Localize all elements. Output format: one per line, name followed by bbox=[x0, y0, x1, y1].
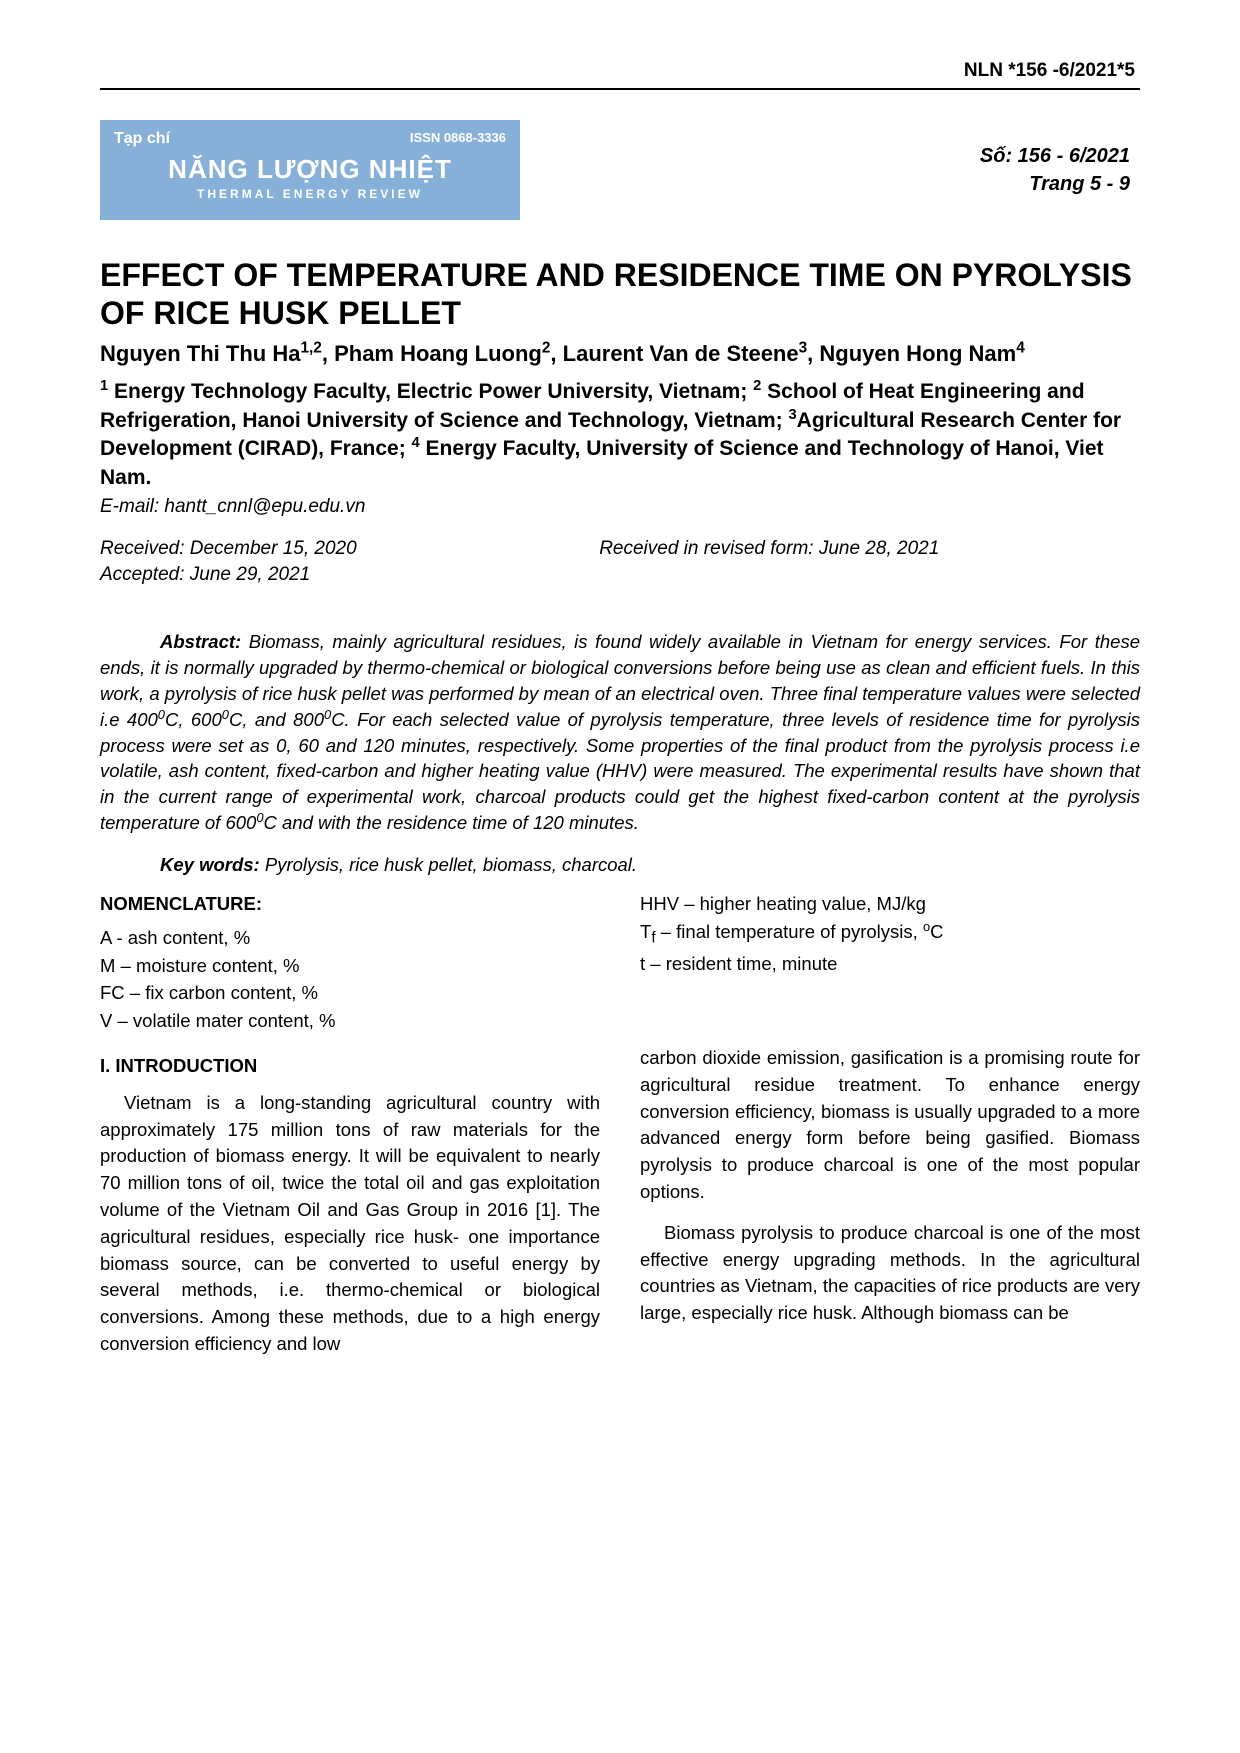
keywords-block: Key words: Pyrolysis, rice husk pellet, … bbox=[100, 854, 1140, 876]
journal-banner: Tạp chí ISSN 0868-3336 NĂNG LƯỢNG NHIỆT … bbox=[100, 120, 520, 220]
abstract-label: Abstract: bbox=[160, 631, 241, 652]
nomenclature-title: NOMENCLATURE: bbox=[100, 890, 600, 918]
journal-main-title: NĂNG LƯỢNG NHIỆT bbox=[114, 154, 506, 185]
issue-pages: Trang 5 - 9 bbox=[550, 170, 1130, 198]
intro-left-col: I. INTRODUCTION Vietnam is a long-standi… bbox=[100, 1045, 600, 1372]
keywords-label: Key words: bbox=[160, 854, 260, 875]
issue-info: Số: 156 - 6/2021 Trang 5 - 9 bbox=[550, 142, 1140, 198]
date-accepted: Accepted: June 29, 2021 bbox=[100, 562, 1140, 589]
intro-para: Vietnam is a long-standing agricultural … bbox=[100, 1090, 600, 1358]
date-received: Received: December 15, 2020 bbox=[100, 536, 599, 563]
keywords-text: Pyrolysis, rice husk pellet, biomass, ch… bbox=[260, 854, 637, 875]
nomen-item: FC – fix carbon content, % bbox=[100, 979, 600, 1007]
nomenclature-block: NOMENCLATURE: A - ash content, % M – moi… bbox=[100, 890, 1140, 1035]
introduction-block: I. INTRODUCTION Vietnam is a long-standi… bbox=[100, 1045, 1140, 1372]
nomen-item: Tf – final temperature of pyrolysis, oC bbox=[640, 918, 1140, 950]
paper-title: EFFECT OF TEMPERATURE AND RESIDENCE TIME… bbox=[100, 256, 1140, 333]
paper-affiliations: 1 Energy Technology Faculty, Electric Po… bbox=[100, 378, 1140, 491]
intro-para: Biomass pyrolysis to produce charcoal is… bbox=[640, 1220, 1140, 1327]
nomen-item: V – volatile mater content, % bbox=[100, 1007, 600, 1035]
nomen-item: t – resident time, minute bbox=[640, 950, 1140, 978]
publication-code-text: NLN *156 -6/2021*5 bbox=[964, 60, 1135, 81]
paper-email: E-mail: hantt_cnnl@epu.edu.vn bbox=[100, 496, 1140, 518]
nomenclature-left: NOMENCLATURE: A - ash content, % M – moi… bbox=[100, 890, 600, 1035]
date-revised: Received in revised form: June 28, 2021 bbox=[599, 536, 1140, 563]
paper-dates: Received: December 15, 2020 Received in … bbox=[100, 536, 1140, 589]
intro-right-col: carbon dioxide emission, gasification is… bbox=[640, 1045, 1140, 1372]
issue-number: Số: 156 - 6/2021 bbox=[550, 142, 1130, 170]
journal-issn: ISSN 0868-3336 bbox=[410, 130, 506, 145]
abstract-block: Abstract: Biomass, mainly agricultural r… bbox=[100, 629, 1140, 836]
paper-authors: Nguyen Thi Thu Ha1,2, Pham Hoang Luong2,… bbox=[100, 339, 1140, 369]
journal-sub-title: THERMAL ENERGY REVIEW bbox=[114, 187, 506, 201]
nomen-item: A - ash content, % bbox=[100, 924, 600, 952]
journal-header: Tạp chí ISSN 0868-3336 NĂNG LƯỢNG NHIỆT … bbox=[100, 120, 1140, 220]
nomenclature-right: HHV – higher heating value, MJ/kg Tf – f… bbox=[640, 890, 1140, 1035]
publication-code: NLN *156 -6/2021*5 bbox=[100, 60, 1140, 90]
intro-title: I. INTRODUCTION bbox=[100, 1053, 600, 1080]
abstract-text: Biomass, mainly agricultural residues, i… bbox=[100, 631, 1140, 833]
nomen-item: M – moisture content, % bbox=[100, 952, 600, 980]
intro-para: carbon dioxide emission, gasification is… bbox=[640, 1045, 1140, 1206]
nomen-item: HHV – higher heating value, MJ/kg bbox=[640, 890, 1140, 918]
